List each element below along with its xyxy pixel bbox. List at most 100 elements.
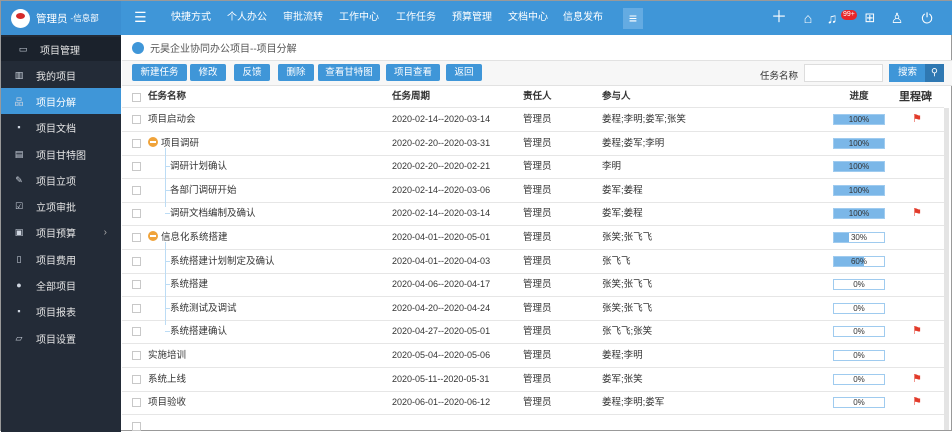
- task-owner: 管理员: [523, 350, 552, 361]
- task-name[interactable]: 系统搭建计划制定及确认: [165, 250, 275, 273]
- toolbar-button[interactable]: 删除: [278, 64, 314, 81]
- table-row[interactable]: 系统上线 2020-05-11--2020-05-31 管理员 娄军;张笑 0% ⚑: [122, 368, 944, 392]
- toolbar-button[interactable]: 查看甘特图: [318, 64, 380, 81]
- task-name[interactable]: 项目调研: [148, 132, 199, 155]
- sidebar-item[interactable]: ▪ 项目文档: [1, 114, 121, 140]
- collapse-icon[interactable]: [148, 136, 158, 147]
- task-name[interactable]: 调研文档编制及确认: [165, 202, 256, 225]
- task-name-text: 各部门调研开始: [170, 184, 237, 196]
- table-row[interactable]: [122, 415, 944, 432]
- check-icon: ☑: [14, 200, 24, 211]
- table-row[interactable]: 系统搭建计划制定及确认 2020-04-01--2020-04-03 管理员 张飞飞 6…: [122, 250, 944, 274]
- row-checkbox[interactable]: [132, 303, 141, 313]
- task-name-text: 系统搭建确认: [170, 326, 228, 338]
- apps-icon[interactable]: ⊞: [864, 10, 876, 25]
- progress-label: 100%: [848, 185, 870, 195]
- sidebar-item[interactable]: 品 项目分解: [1, 88, 121, 114]
- nav-item[interactable]: 预算管理: [452, 12, 492, 23]
- search-button[interactable]: 搜索 ⚲: [889, 64, 944, 82]
- sidebar-item[interactable]: ▪ 项目报表: [1, 298, 121, 324]
- collapse-icon[interactable]: [148, 231, 158, 241]
- nav-item[interactable]: 工作中心: [339, 12, 379, 23]
- bell-icon[interactable]: ♫: [826, 10, 838, 26]
- task-period: 2020-04-27--2020-05-01: [392, 326, 491, 337]
- row-checkbox[interactable]: [132, 138, 141, 148]
- table-row[interactable]: 系统搭建 2020-04-06--2020-04-17 管理员 张笑;张飞飞 0%: [122, 273, 944, 298]
- toolbar-button[interactable]: 新建任务: [132, 64, 187, 81]
- table-row[interactable]: 调研文档编制及确认 2020-02-14--2020-03-14 管理员 娄军;姜程 1…: [122, 202, 944, 227]
- sidebar-item[interactable]: ✎ 项目立项: [1, 167, 121, 193]
- row-checkbox[interactable]: [132, 280, 141, 290]
- table-row[interactable]: 系统测试及调试 2020-04-20--2020-04-24 管理员 张笑;张飞飞 0%: [122, 297, 944, 321]
- user-dept: -信息部: [70, 13, 99, 23]
- row-checkbox[interactable]: [132, 398, 141, 408]
- task-name[interactable]: 系统上线: [148, 368, 186, 391]
- toolbar-button[interactable]: 修改: [190, 64, 226, 81]
- row-checkbox[interactable]: [132, 233, 141, 242]
- nav-item[interactable]: 工作任务: [396, 12, 436, 23]
- table-row[interactable]: 实施培训 2020-05-04--2020-05-06 管理员 姜程;李明 0%: [122, 344, 944, 368]
- menu-icon[interactable]: ☰: [134, 9, 147, 25]
- nav-item[interactable]: 快捷方式: [171, 12, 211, 23]
- toolbar-button[interactable]: 返回: [446, 64, 482, 81]
- scrollbar[interactable]: [944, 108, 949, 430]
- task-name[interactable]: 项目验收: [148, 391, 186, 414]
- row-checkbox[interactable]: [132, 162, 141, 172]
- progress-bar: 30%: [833, 232, 885, 243]
- table-row[interactable]: 系统搭建确认 2020-04-27--2020-05-01 管理员 张飞飞;张笑 0% ⚑: [122, 320, 944, 345]
- row-checkbox[interactable]: [132, 421, 141, 431]
- search-input[interactable]: [804, 64, 883, 82]
- task-name-text: 系统搭建: [170, 279, 209, 291]
- table-row[interactable]: 调研计划确认 2020-02-20--2020-02-21 管理员 李明 100%: [122, 155, 944, 180]
- task-owner: 管理员: [523, 184, 552, 196]
- row-checkbox[interactable]: [132, 185, 141, 195]
- task-name[interactable]: 实施培训: [148, 344, 186, 367]
- table-row[interactable]: 项目调研 2020-02-20--2020-03-31 管理员 姜程;娄军;李明 100…: [122, 132, 944, 156]
- task-name[interactable]: 系统搭建确认: [164, 320, 228, 343]
- home-icon[interactable]: ⌂: [803, 10, 813, 26]
- user-name: 管理员: [36, 12, 68, 25]
- sidebar-item[interactable]: ☑ 立项审批: [1, 193, 121, 219]
- toolbar: 任务名称 搜索 ⚲ 新建任务 修改 反馈 删除 查看甘特图 项目查看 返回: [122, 61, 952, 86]
- task-name[interactable]: 系统测试及调试: [165, 297, 237, 320]
- table-row[interactable]: 各部门调研开始 2020-02-14--2020-03-06 管理员 娄军;姜程 100…: [122, 179, 944, 203]
- table-row[interactable]: 信息化系统搭建 2020-04-01--2020-05-01 管理员 张笑;张飞飞 30…: [122, 226, 944, 250]
- sidebar-item[interactable]: ▭ 项目管理: [1, 37, 121, 61]
- task-name[interactable]: 各部门调研开始: [165, 179, 237, 202]
- row-checkbox[interactable]: [132, 351, 141, 360]
- power-icon[interactable]: ⏻: [921, 10, 933, 26]
- nav-item[interactable]: 文档中心: [508, 12, 548, 23]
- row-checkbox[interactable]: [132, 209, 141, 219]
- task-name[interactable]: 项目启动会: [148, 108, 196, 131]
- toolbar-button[interactable]: 项目查看: [386, 64, 440, 81]
- task-name[interactable]: 调研计划确认: [164, 155, 227, 178]
- progress-label: 0%: [853, 327, 865, 337]
- nav-item[interactable]: 个人办公: [227, 12, 267, 23]
- sidebar-item[interactable]: ▤ 项目甘特图: [1, 141, 121, 167]
- plus-icon[interactable]: ＋: [771, 9, 787, 26]
- select-all-checkbox[interactable]: [132, 93, 141, 102]
- task-name-text: 信息化系统搭建: [161, 232, 228, 243]
- toolbar-button[interactable]: 反馈: [234, 64, 270, 81]
- more-icon[interactable]: ≡: [623, 8, 643, 29]
- nav-item[interactable]: 信息发布: [563, 12, 603, 23]
- table-row[interactable]: 项目启动会 2020-02-14--2020-03-14 管理员 姜程;李明;娄军;张…: [122, 108, 944, 132]
- row-checkbox[interactable]: [132, 374, 141, 384]
- sidebar-item[interactable]: ▱ 项目设置: [1, 325, 121, 351]
- sidebar-item[interactable]: ▥ 我的项目: [1, 62, 121, 88]
- sidebar-item[interactable]: ▣ 项目预算 ›: [1, 219, 121, 245]
- shirt-icon[interactable]: ♙: [890, 10, 904, 26]
- row-checkbox[interactable]: [132, 115, 141, 124]
- progress-bar: 100%: [833, 161, 885, 173]
- row-checkbox[interactable]: [132, 256, 141, 266]
- task-name[interactable]: 系统搭建: [164, 273, 209, 296]
- milestone-flag-icon: ⚑: [912, 113, 922, 125]
- search-icon: ⚲: [925, 64, 944, 82]
- table-row[interactable]: 项目验收 2020-06-01--2020-06-12 管理员 姜程;李明;娄军 0% ⚑: [122, 391, 944, 416]
- sidebar-item[interactable]: ▯ 项目费用: [1, 246, 121, 272]
- sidebar-item[interactable]: ● 全部项目: [1, 272, 121, 298]
- nav-item[interactable]: 审批流转: [283, 12, 323, 23]
- task-participants: 娄军;姜程: [602, 184, 643, 196]
- row-checkbox[interactable]: [132, 327, 141, 337]
- task-name[interactable]: 信息化系统搭建: [148, 226, 228, 249]
